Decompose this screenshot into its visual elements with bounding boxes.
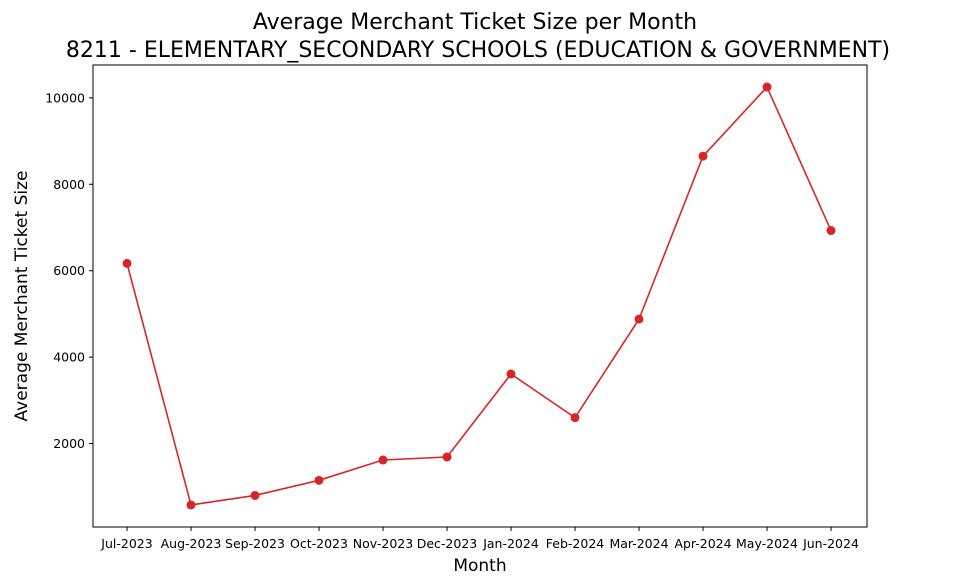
x-tick-label: Jan-2024 [482, 536, 539, 551]
data-point [826, 226, 836, 236]
x-tick-label: Aug-2023 [161, 536, 222, 551]
data-point [378, 455, 388, 465]
x-tick-label: Apr-2024 [674, 536, 731, 551]
x-axis: Jul-2023 Aug-2023 Sep-2023 Oct-2023 Nov-2023… [100, 527, 859, 551]
data-point [314, 475, 324, 485]
data-point [442, 452, 452, 462]
data-point [506, 369, 516, 379]
x-tick-label: Sep-2023 [225, 536, 285, 551]
x-tick-label: Dec-2023 [417, 536, 478, 551]
x-axis-label: Month [453, 556, 506, 576]
data-point [122, 258, 132, 268]
series-line [126, 85, 832, 506]
y-tick-label: 8000 [53, 177, 85, 192]
series-layer [122, 82, 836, 510]
x-tick-label: Jun-2024 [802, 536, 859, 551]
chart-subtitle: 8211 - ELEMENTARY_SECONDARY SCHOOLS (EDU… [66, 38, 890, 63]
x-tick-label: May-2024 [736, 536, 798, 551]
data-point [250, 490, 260, 500]
y-axis-label: Average Merchant Ticket Size [12, 171, 32, 422]
data-point [634, 314, 644, 324]
chart-title: Average Merchant Ticket Size per Month [253, 10, 697, 35]
data-point [186, 500, 196, 510]
y-axis: 2000 4000 6000 8000 10000 [45, 90, 93, 451]
x-tick-label: Jul-2023 [100, 536, 152, 551]
data-point [570, 413, 580, 423]
y-tick-label: 10000 [45, 90, 85, 105]
data-point [698, 151, 708, 161]
data-point [762, 82, 772, 92]
plot-area [92, 64, 868, 528]
y-tick-label: 6000 [53, 263, 85, 278]
y-tick-label: 2000 [53, 436, 85, 451]
x-tick-label: Feb-2024 [546, 536, 605, 551]
x-tick-label: Oct-2023 [290, 536, 348, 551]
x-tick-label: Nov-2023 [353, 536, 413, 551]
x-tick-label: Mar-2024 [609, 536, 668, 551]
y-tick-label: 4000 [53, 350, 85, 365]
